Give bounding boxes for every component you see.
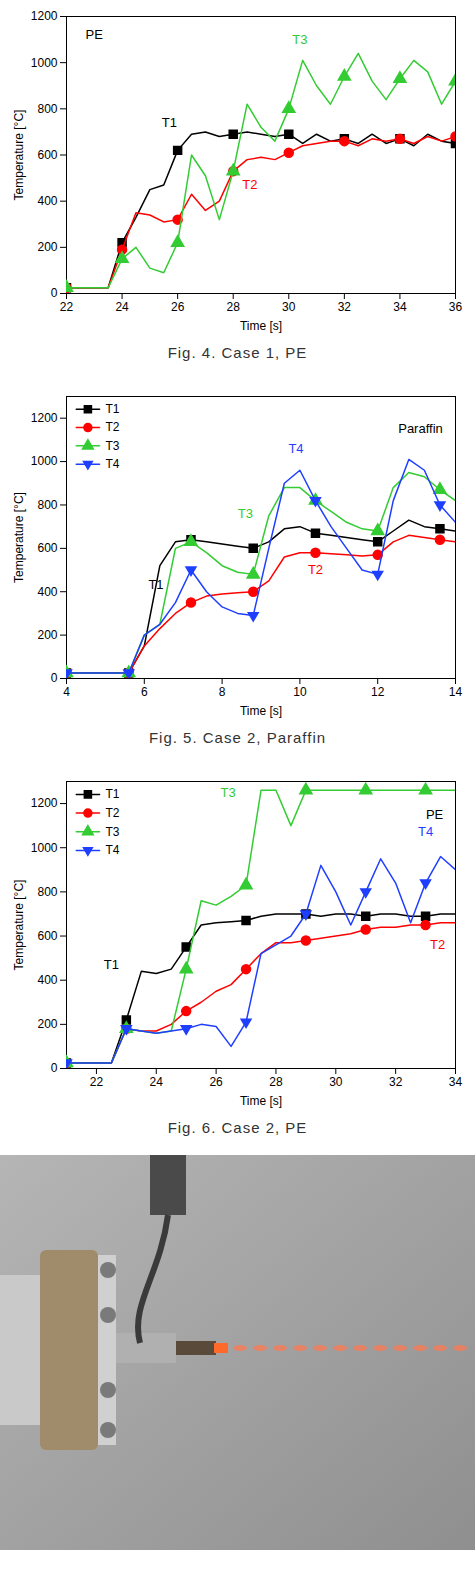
svg-text:1000: 1000 [31, 841, 58, 855]
svg-text:T1: T1 [162, 115, 177, 130]
svg-text:10: 10 [293, 685, 307, 699]
svg-text:26: 26 [171, 300, 185, 314]
svg-text:T4: T4 [105, 843, 119, 857]
svg-text:200: 200 [37, 240, 57, 254]
svg-text:1200: 1200 [31, 796, 58, 810]
svg-text:1200: 1200 [31, 411, 58, 425]
svg-text:8: 8 [219, 685, 226, 699]
svg-text:14: 14 [449, 685, 463, 699]
svg-text:Time [s]: Time [s] [240, 1094, 282, 1108]
svg-text:34: 34 [449, 1075, 463, 1089]
svg-text:4: 4 [63, 685, 70, 699]
svg-text:600: 600 [37, 148, 57, 162]
svg-text:1200: 1200 [31, 9, 58, 23]
html-text:Fig. 6. Case 2, PE: Fig. 6. Case 2, PE [167, 1119, 308, 1136]
svg-text:36: 36 [449, 300, 463, 314]
svg-text:T2: T2 [430, 937, 445, 952]
svg-text:12: 12 [371, 685, 385, 699]
svg-text:T1: T1 [105, 787, 119, 801]
svg-text:24: 24 [115, 300, 129, 314]
svg-text:Temperature [°C]: Temperature [°C] [12, 492, 26, 583]
svg-text:0: 0 [51, 671, 58, 685]
svg-text:T1: T1 [148, 577, 163, 592]
svg-text:200: 200 [37, 628, 57, 642]
svg-text:6: 6 [141, 685, 148, 699]
svg-text:PE: PE [426, 807, 444, 822]
html-text:Fig. 4. Case 1, PE: Fig. 4. Case 1, PE [167, 344, 308, 361]
svg-text:34: 34 [393, 300, 407, 314]
svg-text:T4: T4 [105, 457, 119, 471]
svg-text:PE: PE [86, 27, 104, 42]
svg-text:26: 26 [209, 1075, 223, 1089]
svg-text:T4: T4 [288, 441, 303, 456]
svg-text:T3: T3 [220, 785, 235, 800]
svg-text:22: 22 [90, 1075, 104, 1089]
svg-text:0: 0 [51, 286, 58, 300]
svg-text:30: 30 [329, 1075, 343, 1089]
svg-text:T4: T4 [418, 824, 433, 839]
svg-text:T1: T1 [105, 402, 119, 416]
html-text:Fig. 5. Case 2, Paraffin: Fig. 5. Case 2, Paraffin [148, 729, 327, 746]
svg-text:24: 24 [150, 1075, 164, 1089]
svg-text:Temperature [°C]: Temperature [°C] [12, 880, 26, 971]
svg-text:Time [s]: Time [s] [240, 704, 282, 718]
svg-text:0: 0 [51, 1061, 58, 1075]
svg-text:T2: T2 [105, 420, 119, 434]
svg-text:Temperature [°C]: Temperature [°C] [12, 110, 26, 201]
svg-text:T3: T3 [105, 825, 119, 839]
svg-text:30: 30 [282, 300, 296, 314]
svg-text:T3: T3 [238, 506, 253, 521]
svg-text:800: 800 [37, 102, 57, 116]
svg-text:T2: T2 [242, 177, 257, 192]
svg-text:600: 600 [37, 541, 57, 555]
svg-text:32: 32 [389, 1075, 403, 1089]
svg-text:400: 400 [37, 973, 57, 987]
svg-text:T3: T3 [292, 32, 307, 47]
svg-text:1000: 1000 [31, 56, 58, 70]
svg-text:Time [s]: Time [s] [240, 319, 282, 333]
svg-text:28: 28 [227, 300, 241, 314]
svg-text:T1: T1 [104, 957, 119, 972]
svg-text:200: 200 [37, 1017, 57, 1031]
svg-text:1000: 1000 [31, 454, 58, 468]
svg-text:T2: T2 [308, 562, 323, 577]
svg-text:Paraffin: Paraffin [398, 421, 443, 436]
svg-text:600: 600 [37, 929, 57, 943]
svg-text:32: 32 [338, 300, 352, 314]
svg-text:22: 22 [60, 300, 74, 314]
svg-text:400: 400 [37, 194, 57, 208]
svg-text:800: 800 [37, 885, 57, 899]
svg-text:800: 800 [37, 498, 57, 512]
svg-text:400: 400 [37, 585, 57, 599]
svg-text:T2: T2 [105, 806, 119, 820]
svg-text:T3: T3 [105, 439, 119, 453]
svg-text:28: 28 [269, 1075, 283, 1089]
